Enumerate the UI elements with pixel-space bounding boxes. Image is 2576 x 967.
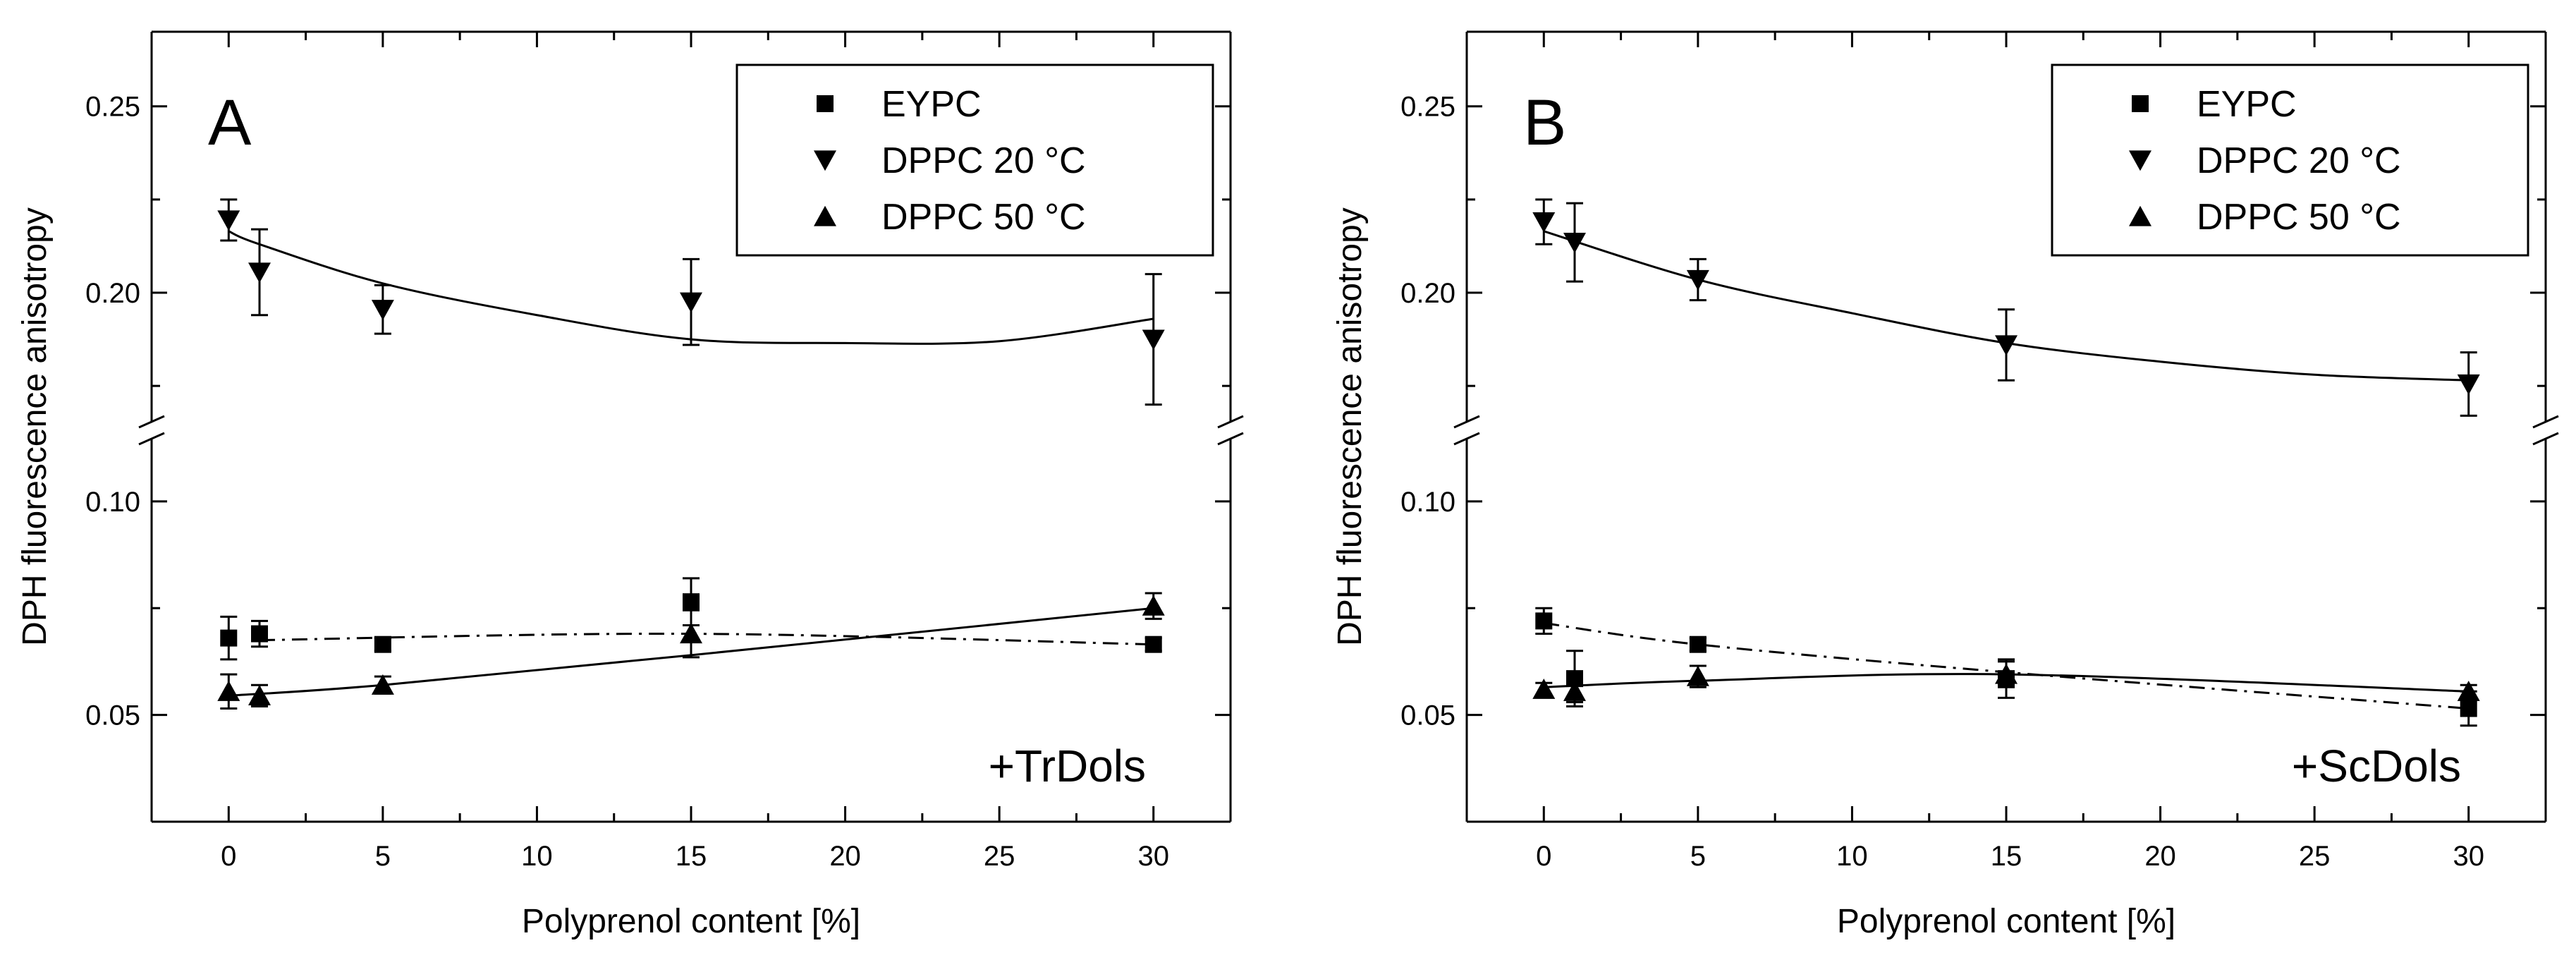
legend-marker — [814, 205, 836, 226]
legend-entry: DPPC 50 °C — [2197, 197, 2401, 238]
axis-break-mark — [2532, 415, 2559, 429]
data-point — [1995, 335, 2018, 356]
data-point — [1532, 212, 1556, 233]
chart-panel-b: 0 5 10 15 20 25 30 0.05 0.10 0.20 0.25 Polyprenol c… — [1331, 30, 2559, 940]
data-point — [680, 623, 702, 644]
axis-break-mark — [1453, 415, 1480, 429]
data-point — [1686, 665, 1709, 686]
data-point — [1686, 269, 1709, 291]
y-tick-label: 0.20 — [85, 278, 140, 309]
panel-label: A — [208, 87, 252, 159]
axis-break-mark — [138, 415, 165, 429]
x-tick-label: 30 — [2453, 841, 2484, 872]
data-point — [371, 300, 394, 320]
y-tick-label: 0.10 — [85, 487, 140, 518]
data-point — [251, 625, 268, 643]
axis-break-mark — [1453, 432, 1480, 446]
x-tick-label: 5 — [1690, 841, 1706, 872]
axis-break-mark — [1217, 415, 1244, 429]
legend-marker — [2132, 95, 2149, 112]
x-tick-label: 25 — [984, 841, 1015, 872]
fit-line — [1544, 621, 2469, 710]
y-tick-label: 0.25 — [85, 92, 140, 123]
data-point — [1563, 233, 1586, 253]
legend-marker — [2129, 205, 2151, 226]
data-point — [1532, 679, 1556, 699]
axes-frame — [1453, 30, 2559, 823]
data-point — [2457, 374, 2480, 395]
series-dppc-20-c — [217, 198, 1165, 406]
data-point — [683, 593, 700, 611]
series-dppc-50-c — [1532, 660, 2480, 703]
y-tick-label: 0.25 — [1400, 92, 1455, 123]
fit-line — [228, 230, 1154, 345]
legend-marker — [2129, 150, 2151, 171]
legend-entry: DPPC 20 °C — [2197, 140, 2401, 181]
data-point — [220, 629, 238, 647]
legend-entry: DPPC 50 °C — [881, 197, 1086, 238]
legend-marker — [817, 95, 834, 112]
data-point — [217, 681, 240, 701]
legend: EYPC DPPC 20 °C DPPC 50 °C — [2051, 63, 2529, 257]
x-tick-label: 10 — [1836, 841, 1868, 872]
y-tick-label: 0.20 — [1400, 278, 1455, 309]
y-axis-label: DPH fluorescence anisotropy — [16, 207, 54, 646]
axis-break-mark — [138, 432, 165, 446]
data-point — [1142, 329, 1165, 351]
axis-break-mark — [2532, 432, 2559, 446]
data-point — [2457, 681, 2480, 701]
y-tick-label: 0.05 — [85, 700, 140, 731]
data-point — [248, 262, 271, 284]
x-tick-label: 20 — [829, 841, 861, 872]
data-point — [1144, 635, 1162, 653]
x-tick-label: 0 — [1536, 841, 1551, 872]
legend-marker — [814, 150, 836, 171]
series-dppc-50-c — [217, 592, 1165, 710]
y-tick-label: 0.10 — [1400, 487, 1455, 518]
data-point — [2460, 700, 2477, 717]
data-point — [217, 210, 240, 231]
series-dppc-20-c — [1532, 198, 2480, 417]
fit-line — [259, 632, 1154, 646]
x-axis-label: Polyprenol content [%] — [522, 903, 860, 940]
x-tick-label: 25 — [2299, 841, 2331, 872]
x-tick-label: 0 — [221, 841, 236, 872]
data-point — [374, 635, 391, 653]
legend: EYPC DPPC 20 °C DPPC 50 °C — [735, 63, 1214, 257]
data-point — [1535, 612, 1553, 630]
data-point — [1689, 635, 1707, 653]
data-point — [1142, 595, 1165, 616]
data-point — [680, 292, 702, 313]
data-point — [1563, 681, 1586, 701]
panel-annotation: +ScDols — [2292, 741, 2461, 791]
y-tick-label: 0.05 — [1400, 700, 1455, 731]
legend-entry: EYPC — [2197, 84, 2297, 125]
x-tick-label: 15 — [1991, 841, 2022, 872]
legend-entry: EYPC — [881, 84, 982, 125]
x-tick-label: 30 — [1137, 841, 1169, 872]
fit-line — [228, 607, 1154, 697]
panel-annotation: +TrDols — [989, 741, 1146, 791]
legend-entry: DPPC 20 °C — [881, 140, 1086, 181]
y-axis-label: DPH fluorescence anisotropy — [1331, 207, 1369, 646]
axis-break-mark — [1217, 432, 1244, 446]
x-tick-label: 5 — [375, 841, 391, 872]
data-point — [1995, 663, 2018, 684]
x-tick-label: 10 — [521, 841, 553, 872]
x-tick-label: 20 — [2144, 841, 2176, 872]
data-point — [248, 685, 271, 705]
x-tick-label: 15 — [676, 841, 707, 872]
x-axis-label: Polyprenol content [%] — [1837, 903, 2175, 940]
chart-panel-a: 0 5 10 15 20 25 30 0.05 0.10 0.20 0.25 Polyprenol c… — [16, 30, 1244, 940]
fit-line — [1544, 673, 2469, 693]
panel-label: B — [1523, 87, 1566, 159]
data-point — [371, 674, 394, 695]
